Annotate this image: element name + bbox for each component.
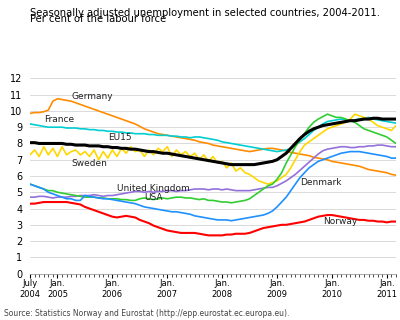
Text: Seasonally adjusted unemployment in selected countries, 2004-2011.: Seasonally adjusted unemployment in sele…: [30, 8, 380, 18]
Text: Denmark: Denmark: [300, 178, 342, 187]
Text: Per cent of the labour force: Per cent of the labour force: [30, 14, 166, 24]
Text: United Kingdom: United Kingdom: [117, 184, 190, 193]
Text: USA: USA: [144, 193, 163, 202]
Text: EU15: EU15: [108, 133, 131, 142]
Text: Source: Statistics Norway and Eurostat (http://epp.eurostat.ec.europa.eu).: Source: Statistics Norway and Eurostat (…: [4, 309, 289, 318]
Text: Germany: Germany: [71, 92, 113, 101]
Text: Sweden: Sweden: [71, 159, 107, 168]
Text: Norway: Norway: [323, 217, 357, 226]
Text: France: France: [44, 115, 74, 124]
